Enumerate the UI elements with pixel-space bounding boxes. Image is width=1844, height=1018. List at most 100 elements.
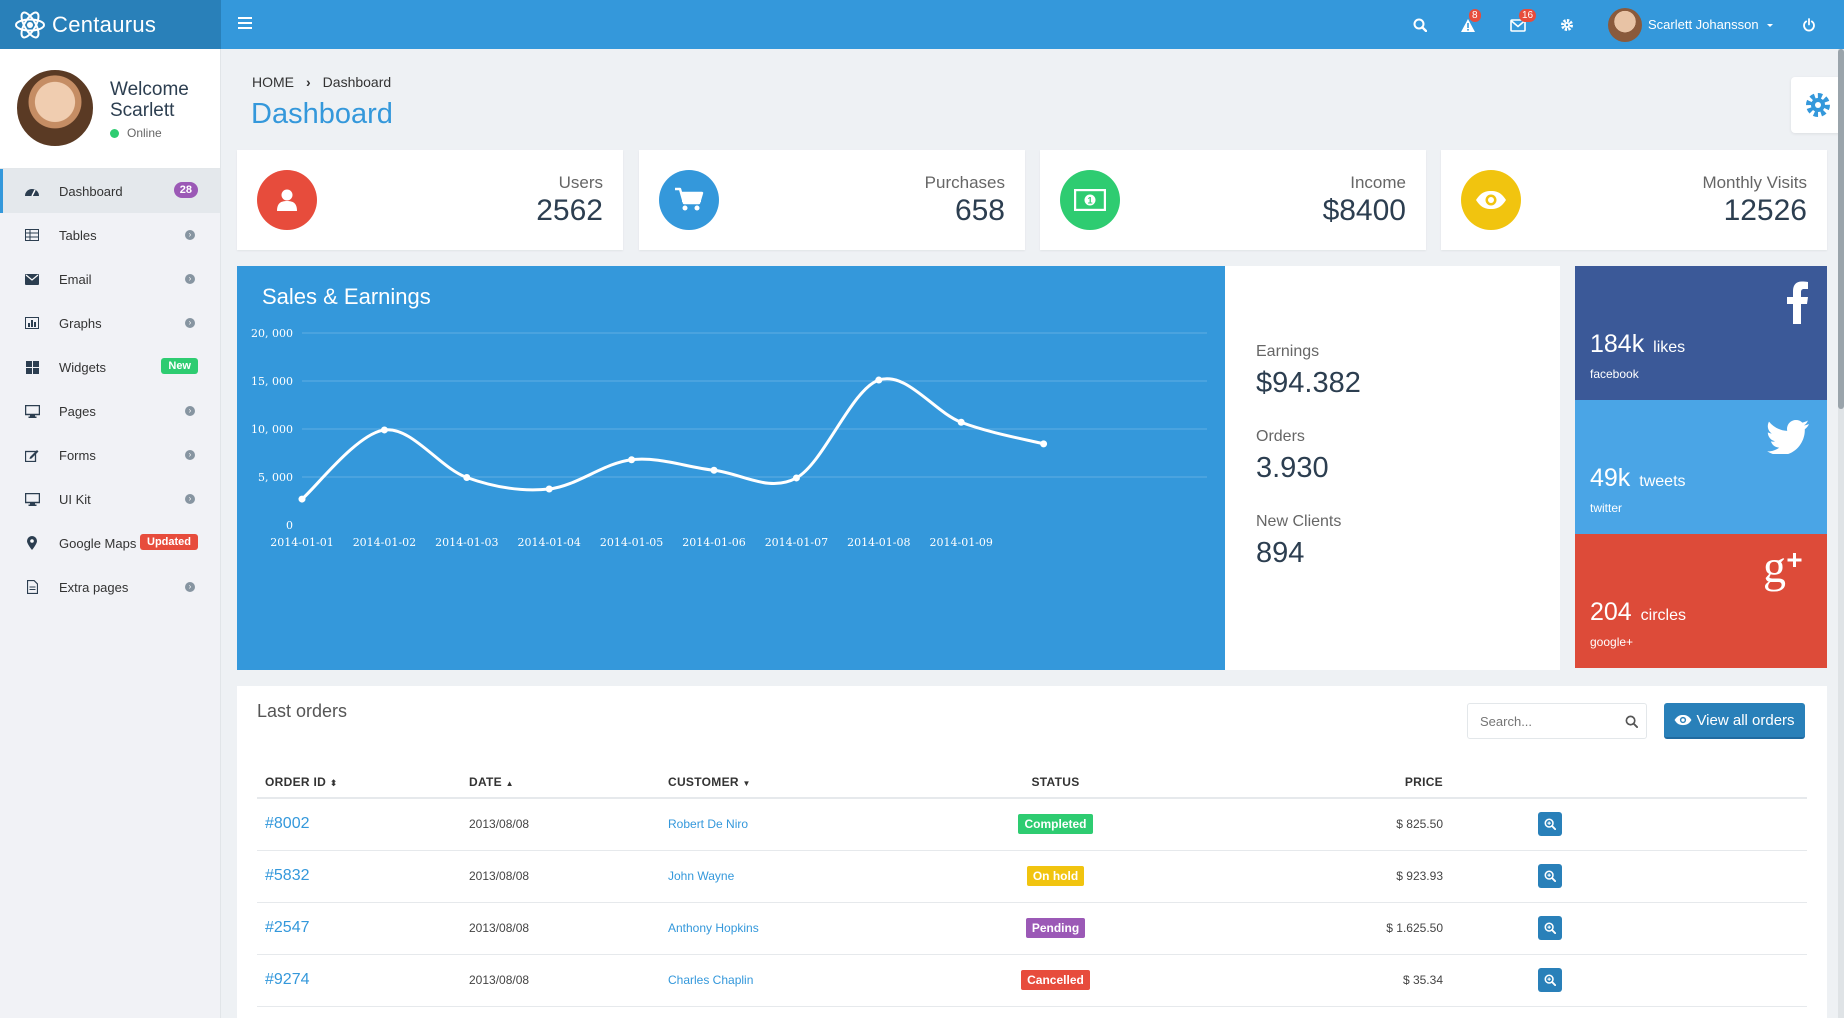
column-header-status[interactable]: STATUS [968, 766, 1143, 799]
new-clients-value: 894 [1256, 537, 1305, 569]
online-dot-icon [110, 128, 119, 138]
status-badge: Pending [1025, 918, 1086, 938]
action-cell [1443, 902, 1807, 955]
data-point[interactable] [545, 485, 553, 493]
chevron-right-icon: › [185, 450, 195, 460]
sidebar-item-ui-kit[interactable]: UI Kit › [0, 477, 220, 521]
profile-avatar[interactable] [15, 68, 95, 148]
sidebar-item-dashboard[interactable]: Dashboard 28 [0, 169, 220, 213]
sidebar-item-google-maps[interactable]: Google Maps Updated [0, 521, 220, 565]
data-point[interactable] [875, 376, 883, 384]
facebook-tile[interactable]: 184k likes facebook [1575, 266, 1827, 400]
order-id-link[interactable]: #9274 [257, 954, 469, 1007]
money-icon: 1 [1060, 170, 1120, 230]
grid-icon [24, 359, 40, 375]
sort-asc-icon: ▲ [505, 778, 514, 788]
sidebar-item-graphs[interactable]: Graphs › [0, 301, 220, 345]
column-header-price[interactable]: PRICE [1143, 766, 1443, 799]
table-row: #9274 2013/08/08 Charles Chaplin Cancell… [257, 954, 1807, 1007]
sidebar-item-label: Google Maps [59, 535, 137, 551]
column-header-actions [1443, 766, 1807, 799]
customer-link[interactable]: Robert De Niro [668, 798, 968, 851]
breadcrumb-home-link[interactable]: HOME [252, 74, 294, 90]
zoom-in-button[interactable] [1538, 916, 1562, 940]
customer-link[interactable]: John Wayne [668, 850, 968, 903]
chevron-right-icon: › [185, 406, 195, 416]
page-title: Dashboard [251, 98, 393, 130]
sidebar-item-email[interactable]: Email › [0, 257, 220, 301]
power-icon[interactable] [1799, 15, 1819, 35]
cart-icon [659, 170, 719, 230]
google-plus-tile[interactable]: g 204 circles google+ [1575, 534, 1827, 668]
table-row: #8002 2013/08/08 Robert De Niro Complete… [257, 798, 1807, 851]
data-point[interactable] [380, 426, 388, 434]
stat-card-monthly-visits: Monthly Visits 12526 [1441, 150, 1827, 250]
sidebar-item-widgets[interactable]: Widgets New [0, 345, 220, 389]
data-point[interactable] [463, 473, 471, 481]
customer-link[interactable]: Charles Chaplin [668, 954, 968, 1007]
search-icon[interactable] [1625, 715, 1638, 728]
sidebar-item-tables[interactable]: Tables › [0, 213, 220, 257]
twitter-tile[interactable]: 49k tweets twitter [1575, 400, 1827, 534]
sidebar-item-label: Tables [59, 227, 97, 243]
column-header-customer[interactable]: CUSTOMER ▼ [668, 766, 968, 799]
data-point[interactable] [1040, 440, 1048, 448]
x-tick-label: 2014-01-06 [682, 536, 745, 549]
user-menu[interactable]: Scarlett Johansson [1608, 7, 1775, 42]
zoom-in-button[interactable] [1538, 968, 1562, 992]
data-point[interactable] [957, 418, 965, 426]
stat-label: Users [558, 173, 603, 192]
x-tick-label: 2014-01-04 [517, 536, 580, 549]
view-all-orders-button[interactable]: View all orders [1664, 703, 1805, 739]
facebook-icon [1787, 281, 1808, 324]
order-id-link[interactable]: #5832 [257, 850, 469, 903]
order-id-link[interactable]: #8002 [257, 798, 469, 851]
customer-link[interactable]: Anthony Hopkins [668, 902, 968, 955]
x-tick-label: 2014-01-02 [353, 536, 416, 549]
messages-icon[interactable]: 16 [1508, 9, 1537, 35]
messages-badge: 16 [1519, 9, 1537, 22]
new-clients-label: New Clients [1256, 513, 1342, 530]
settings-gear-icon[interactable] [1557, 15, 1577, 35]
zoom-in-button[interactable] [1538, 812, 1562, 837]
search-icon[interactable] [1410, 15, 1430, 35]
x-tick-label: 2014-01-05 [600, 536, 663, 549]
chevron-right-icon: › [185, 582, 195, 592]
alerts-badge: 8 [1469, 9, 1481, 22]
welcome-text: Welcome Scarlett [110, 79, 189, 121]
column-header-date[interactable]: DATE ▲ [469, 766, 668, 799]
order-id-link[interactable]: #2547 [257, 902, 469, 955]
config-tool-button[interactable] [1791, 77, 1844, 133]
sidebar-item-pages[interactable]: Pages › [0, 389, 220, 433]
sidebar-item-extra-pages[interactable]: Extra pages › [0, 565, 220, 609]
sales-earnings-chart: Sales & Earnings 0 5, 000 10, 000 15, 000 20… [237, 266, 1225, 670]
order-date: 2013/08/08 [469, 850, 668, 903]
orders-table: ORDER ID ⬍ DATE ▲ CUSTOMER ▼ STATUS PRIC… [257, 766, 1807, 1007]
earnings-value: $94.382 [1256, 367, 1361, 399]
data-point[interactable] [628, 456, 636, 464]
data-point[interactable] [298, 495, 306, 503]
zoom-in-button[interactable] [1538, 864, 1562, 888]
alerts-icon[interactable]: 8 [1458, 9, 1481, 35]
orders-search-input[interactable] [1468, 704, 1618, 738]
column-header-order-id[interactable]: ORDER ID ⬍ [257, 766, 469, 799]
stat-value: 658 [954, 194, 1005, 227]
status-cell: Pending [968, 902, 1143, 955]
new-badge: New [161, 358, 198, 374]
menu-toggle-icon[interactable] [238, 17, 252, 29]
data-point[interactable] [710, 466, 718, 474]
twitter-count: 49k tweets [1590, 464, 1686, 492]
data-point[interactable] [792, 474, 800, 482]
status-cell: On hold [968, 850, 1143, 903]
brand-logo[interactable]: Centaurus [0, 0, 221, 49]
cog-icon [1805, 93, 1830, 117]
sidebar-item-forms[interactable]: Forms › [0, 433, 220, 477]
page-scrollbar-track[interactable] [1838, 49, 1844, 1018]
status-cell: Cancelled [968, 954, 1143, 1007]
desktop-icon [24, 403, 40, 419]
order-price: $ 825.50 [1143, 798, 1443, 851]
series-line [301, 377, 1044, 501]
sidebar-item-label: Graphs [59, 315, 102, 331]
orders-title: Last orders [257, 701, 348, 721]
page-scrollbar-thumb[interactable] [1838, 49, 1844, 409]
